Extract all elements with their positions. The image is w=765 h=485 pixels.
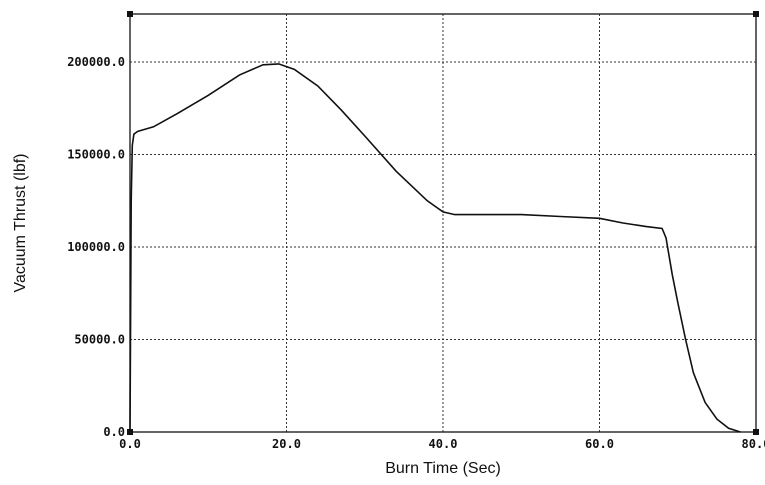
x-tick-label: 80.0 (742, 437, 765, 451)
x-axis-label: Burn Time (Sec) (385, 460, 501, 477)
y-tick-label: 150000.0 (67, 148, 125, 162)
y-axis-label: Vacuum Thrust (lbf) (12, 153, 29, 292)
frame-corner-marker (127, 11, 133, 17)
grid-lines (130, 14, 756, 432)
frame-corner-marker (753, 11, 759, 17)
x-tick-labels: 0.0 20.0 40.0 60.0 80.0 (119, 437, 765, 451)
x-tick-label: 0.0 (119, 437, 141, 451)
x-tick-label: 60.0 (585, 437, 614, 451)
y-tick-label: 0.0 (103, 425, 125, 439)
y-tick-label: 200000.0 (67, 55, 125, 69)
thrust-curve (129, 63, 741, 433)
frame-corner-marker (753, 429, 759, 435)
x-tick-label: 40.0 (429, 437, 458, 451)
y-tick-label: 50000.0 (74, 333, 125, 347)
y-tick-label: 100000.0 (67, 240, 125, 254)
x-tick-label: 20.0 (272, 437, 301, 451)
y-tick-labels: 0.0 50000.0 100000.0 150000.0 200000.0 (67, 55, 125, 439)
plot-frame (129, 13, 757, 433)
